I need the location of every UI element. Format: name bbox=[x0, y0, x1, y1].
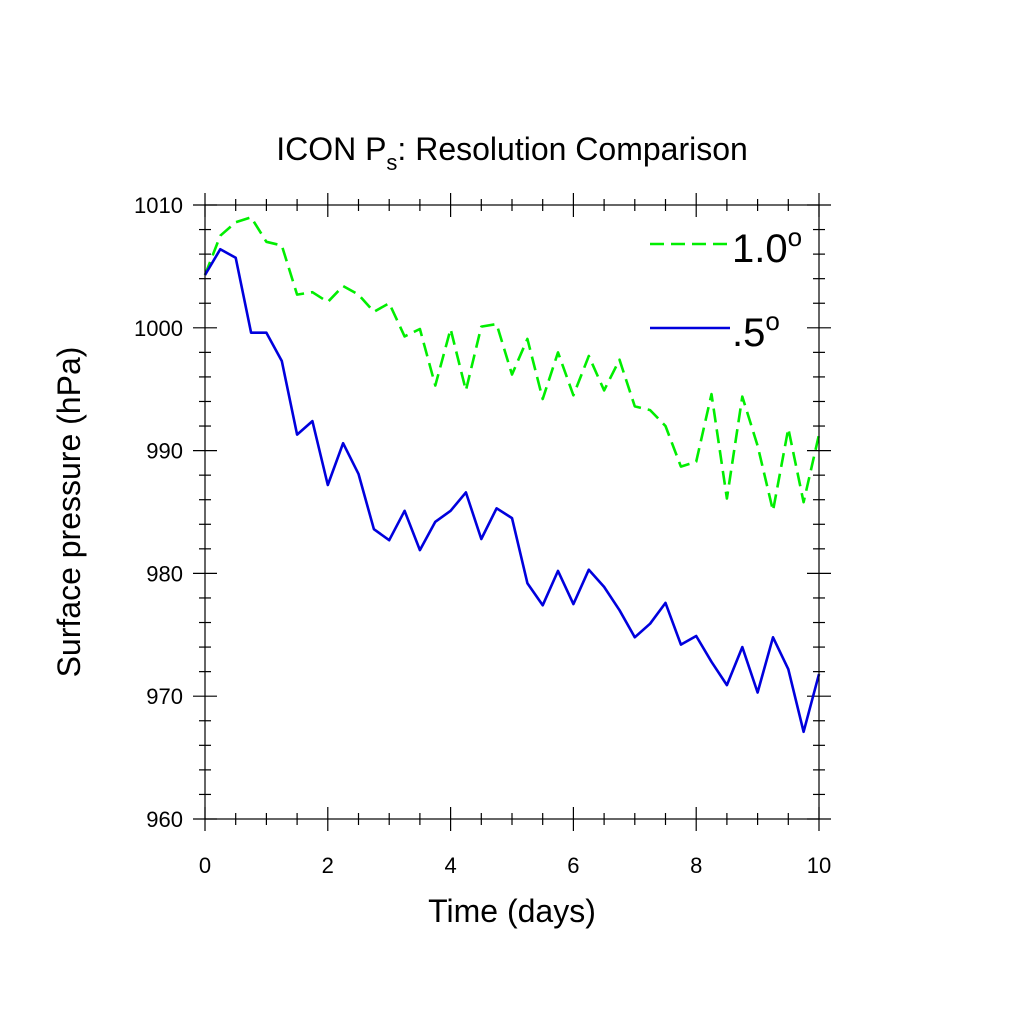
y-tick-label: 980 bbox=[146, 561, 183, 586]
plot-frame bbox=[204, 204, 820, 820]
y-tick-label: 970 bbox=[146, 684, 183, 709]
x-tick-label: 4 bbox=[444, 853, 456, 878]
y-tick-label: 960 bbox=[146, 807, 183, 832]
series-line-0 bbox=[203, 216, 821, 513]
x-tick-label: 2 bbox=[322, 853, 334, 878]
tick-labels: 0 2 4 6 8 10 960 970 980 990 1000 1010 bbox=[134, 193, 831, 878]
series-lines bbox=[203, 216, 821, 734]
chart-title-main: ICON P bbox=[276, 131, 386, 167]
x-tick-label: 6 bbox=[567, 853, 579, 878]
y-axis-label: Surface pressure (hPa) bbox=[51, 347, 87, 678]
chart-title: ICON Ps: Resolution Comparison bbox=[276, 131, 748, 175]
axis-ticks bbox=[193, 193, 831, 831]
x-tick-label: 10 bbox=[807, 853, 831, 878]
x-axis-label: Time (days) bbox=[428, 893, 596, 929]
y-tick-label: 990 bbox=[146, 439, 183, 464]
legend-label-1: .5o bbox=[732, 306, 780, 355]
x-tick-label: 8 bbox=[690, 853, 702, 878]
y-tick-label: 1010 bbox=[134, 193, 183, 218]
legend: 1.0o .5o bbox=[650, 222, 802, 355]
chart-title-suffix: : Resolution Comparison bbox=[397, 131, 747, 167]
chart-title-subscript: s bbox=[386, 150, 397, 175]
legend-label-0: 1.0o bbox=[732, 222, 802, 271]
x-tick-label: 0 bbox=[199, 853, 211, 878]
y-tick-label: 1000 bbox=[134, 316, 183, 341]
series-line-1 bbox=[203, 247, 821, 734]
